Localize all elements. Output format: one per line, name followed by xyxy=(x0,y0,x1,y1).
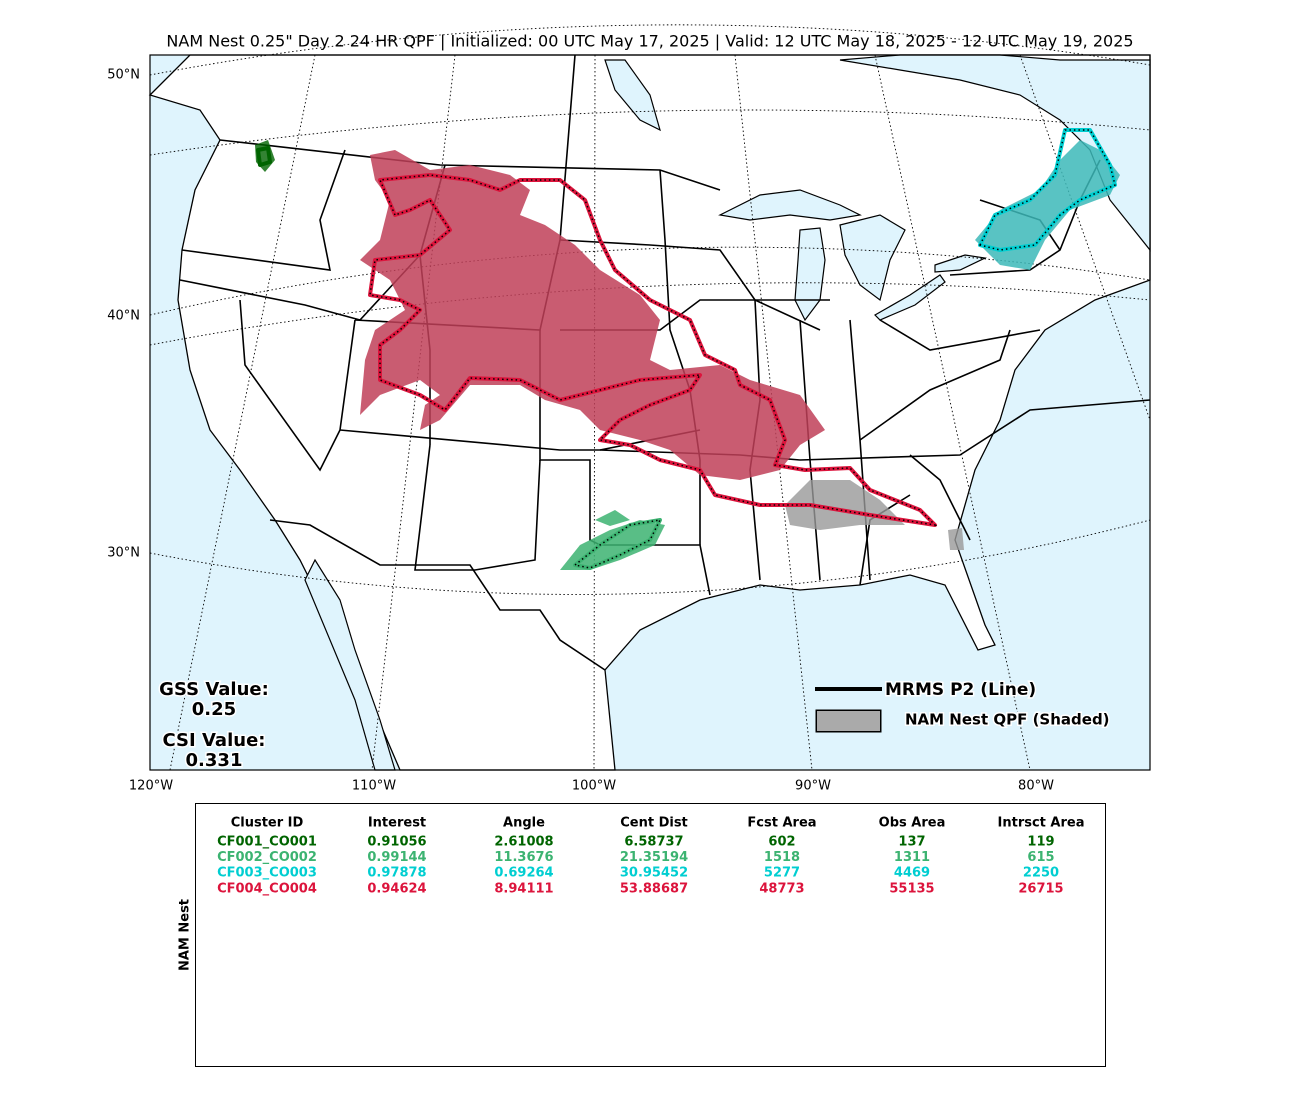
table-cell: CF002_CO002 xyxy=(217,850,317,865)
legend-shaded-label: NAM Nest QPF (Shaded) xyxy=(905,711,1110,729)
lat-label: 50°N xyxy=(107,68,140,83)
scores: GSS Value: 0.25 CSI Value: 0.331 xyxy=(158,678,271,773)
lake-ontario xyxy=(934,254,988,273)
table-side-label: NAM Nest xyxy=(178,899,193,971)
table-cell: 21.35194 xyxy=(620,850,688,865)
precip-west xyxy=(360,150,825,480)
legend-line-label: MRMS P2 (Line) xyxy=(885,680,1036,700)
table-header: Obs Area xyxy=(879,816,946,831)
table-cell: 0.99144 xyxy=(367,850,426,865)
table-header: Angle xyxy=(503,816,545,831)
table-cell: 0.97878 xyxy=(367,866,426,881)
lake-huron xyxy=(839,214,906,302)
table-cell: 1518 xyxy=(764,850,800,865)
lat-labels: 50°N 40°N 30°N xyxy=(107,68,140,561)
observed-precip xyxy=(256,128,1117,570)
lat-label: 40°N xyxy=(107,309,140,324)
precip-oklahoma-2 xyxy=(595,510,630,526)
table-cell: 1311 xyxy=(894,850,930,865)
table: NAM Nest Cluster ID Interest Angle Cent Dis… xyxy=(178,803,1106,1067)
lon-label: 90°W xyxy=(795,779,831,794)
table-cell: 11.3676 xyxy=(494,850,553,865)
lon-label: 100°W xyxy=(572,779,616,794)
table-cell: CF004_CO004 xyxy=(217,881,317,896)
csi-value: 0.331 xyxy=(186,750,243,771)
table-header: Cluster ID xyxy=(231,816,304,831)
table-header: Fcst Area xyxy=(747,816,816,831)
table-cell: 6.58737 xyxy=(624,835,683,850)
table-frame xyxy=(195,803,1106,1067)
table-cell: 48773 xyxy=(759,881,804,896)
table-cell: 0.69264 xyxy=(494,866,553,881)
table-cell: 615 xyxy=(1027,850,1054,865)
table-cell: 0.91056 xyxy=(367,835,426,850)
legend-swatch xyxy=(815,709,882,733)
precip-georgia xyxy=(948,528,964,550)
csi-label: CSI Value: xyxy=(163,730,266,751)
table-cell: 30.95452 xyxy=(620,866,688,881)
table-cell: 137 xyxy=(898,835,925,850)
lake-winnipeg xyxy=(604,59,661,132)
lon-labels: 120°W 110°W 100°W 90°W 80°W xyxy=(129,779,1054,794)
table-cell: 2250 xyxy=(1023,866,1059,881)
table-cell: 5277 xyxy=(764,866,800,881)
table-header: Intrsct Area xyxy=(998,816,1085,831)
table-cell: 602 xyxy=(768,835,795,850)
table-cell: CF003_CO003 xyxy=(217,866,317,881)
lake-michigan xyxy=(794,227,826,322)
table-cell: 55135 xyxy=(889,881,934,896)
lon-label: 110°W xyxy=(352,779,396,794)
precip-northeast xyxy=(975,140,1120,270)
table-cell: 2.61008 xyxy=(494,835,553,850)
map-frame xyxy=(149,54,1151,771)
legend: MRMS P2 (Line) NAM Nest QPF (Shaded) xyxy=(815,679,1111,733)
table-cell: 4469 xyxy=(894,866,930,881)
graticule xyxy=(149,24,1151,771)
table-cell: CF001_CO001 xyxy=(217,835,317,850)
gss-label: GSS Value: xyxy=(159,679,269,700)
gss-value: 0.25 xyxy=(192,699,236,720)
table-cell: 53.88687 xyxy=(620,881,688,896)
lon-label: 120°W xyxy=(129,779,173,794)
title: NAM Nest 0.25" Day 2 24 HR QPF | Initial… xyxy=(166,32,1133,51)
table-cell: 26715 xyxy=(1018,881,1063,896)
map xyxy=(148,24,1151,771)
table-cell: 8.94111 xyxy=(494,881,553,896)
table-header: Interest xyxy=(368,816,426,831)
table-header: Cent Dist xyxy=(620,816,688,831)
table-cell: 119 xyxy=(1027,835,1054,850)
lat-label: 30°N xyxy=(107,546,140,561)
lon-label: 80°W xyxy=(1018,779,1054,794)
lake-superior xyxy=(718,189,862,221)
table-cell: 0.94624 xyxy=(367,881,426,896)
